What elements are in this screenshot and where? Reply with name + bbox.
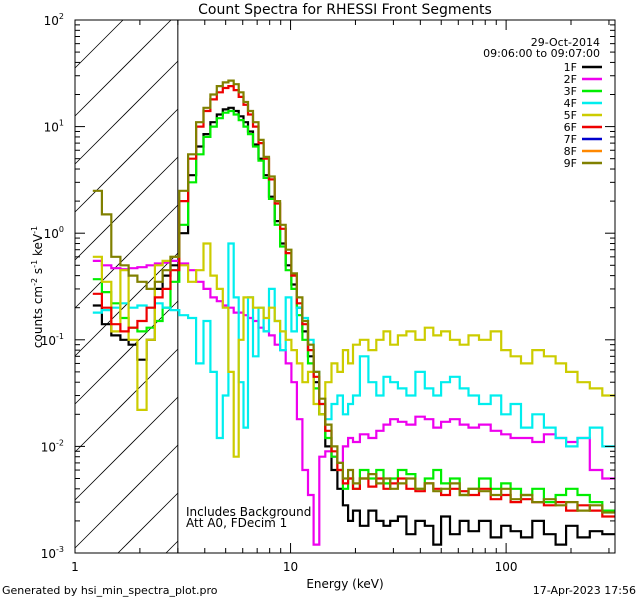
hatch-line [74,252,179,357]
x-tick-label: 10 [283,560,298,574]
series-5F [92,242,615,458]
legend-time-range: 09:06:00 to 09:07:00 [483,47,600,60]
annotation-attenuator: Att A0, FDecim 1 [186,516,287,530]
legend-date: 29-Oct-2014 [531,36,600,49]
hatch-line [74,204,179,309]
legend-label-1F: 1F [564,61,577,74]
hatch-line [74,348,179,453]
hatch-line [74,396,179,501]
x-axis: 1 10 100 [71,20,610,574]
legend-label-5F: 5F [564,109,577,122]
hatch-line [74,444,179,549]
legend: 29-Oct-2014 09:06:00 to 09:07:00 1F2F3F4… [483,36,602,170]
footer-timestamp: 17-Apr-2023 17:56 [533,584,636,597]
hatch-line [165,540,179,554]
y-axis-label: counts cm-2 s-1 keV-1 [30,226,45,348]
annotation-background: Includes Background [186,505,311,519]
hatch-line [74,19,124,69]
hatch-line [74,19,172,117]
y-axis: 10-3 10-2 10-1 100 101 102 [41,12,615,561]
series-9F [92,79,615,514]
legend-label-7F: 7F [564,133,577,146]
x-tick-label: 1 [71,560,79,574]
chart-title: Count Spectra for RHESSI Front Segments [198,2,492,18]
hatch-line [117,492,179,554]
y-tick-label: 10-2 [41,438,64,454]
legend-label-3F: 3F [564,85,577,98]
y-tick-label: 100 [44,225,64,241]
x-tick-label: 100 [495,560,518,574]
plot-frame [74,19,616,554]
y-tick-label: 101 [44,119,64,135]
series-3F [92,109,615,512]
y-tick-label: 102 [44,12,64,28]
series-layer [92,79,615,546]
hatched-region [74,19,179,554]
hatch-line [74,156,179,261]
x-axis-label: Energy (keV) [306,577,383,591]
y-tick-label: 10-1 [41,332,64,348]
hatch-line [74,60,179,165]
hatch-line [74,108,179,213]
series-6F [92,85,615,518]
legend-label-8F: 8F [564,145,577,158]
legend-label-9F: 9F [564,157,577,170]
legend-label-6F: 6F [564,121,577,134]
hatch-line [74,300,179,405]
legend-label-2F: 2F [564,73,577,86]
footer-generated-by: Generated by hsi_min_spectra_plot.pro [2,584,218,597]
series-1F [92,106,615,546]
legend-label-4F: 4F [564,97,577,110]
y-tick-label: 10-3 [41,545,64,561]
